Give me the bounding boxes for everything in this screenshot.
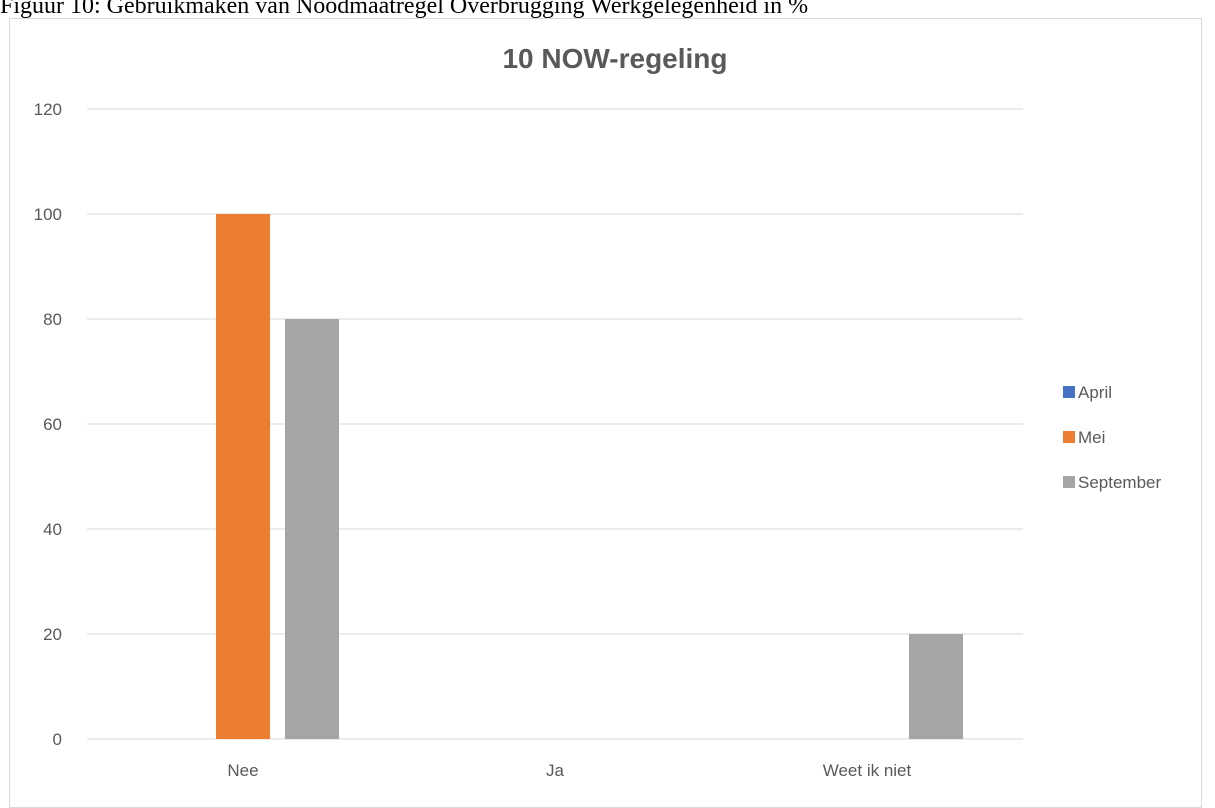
x-category-label: Ja — [546, 761, 565, 780]
legend-swatch-mei — [1063, 431, 1075, 443]
legend-label-april: April — [1078, 383, 1112, 402]
legend-swatch-september — [1063, 476, 1075, 488]
bar-september-nee — [285, 319, 339, 739]
figure-caption: Figuur 10: Gebruikmaken van Noodmaatrege… — [0, 0, 809, 19]
y-axis-ticks: 0 20 40 60 80 100 120 — [34, 100, 62, 749]
y-tick-label: 60 — [43, 415, 62, 434]
x-category-label: Weet ik niet — [823, 761, 912, 780]
legend: April Mei September — [1063, 383, 1161, 492]
y-tick-label: 40 — [43, 520, 62, 539]
y-tick-label: 80 — [43, 310, 62, 329]
bar-mei-nee — [216, 214, 270, 739]
y-tick-label: 0 — [53, 730, 62, 749]
y-tick-label: 100 — [34, 205, 62, 224]
chart-title: 10 NOW-regeling — [502, 43, 727, 74]
bar-september-weet-ik-niet — [909, 634, 963, 739]
legend-swatch-april — [1063, 386, 1075, 398]
legend-label-mei: Mei — [1078, 428, 1105, 447]
bars — [216, 214, 963, 739]
y-tick-label: 20 — [43, 625, 62, 644]
legend-label-september: September — [1078, 473, 1161, 492]
y-tick-label: 120 — [34, 100, 62, 119]
x-axis-labels: Nee Ja Weet ik niet — [227, 761, 911, 780]
chart-frame — [9, 18, 1202, 808]
x-category-label: Nee — [227, 761, 258, 780]
